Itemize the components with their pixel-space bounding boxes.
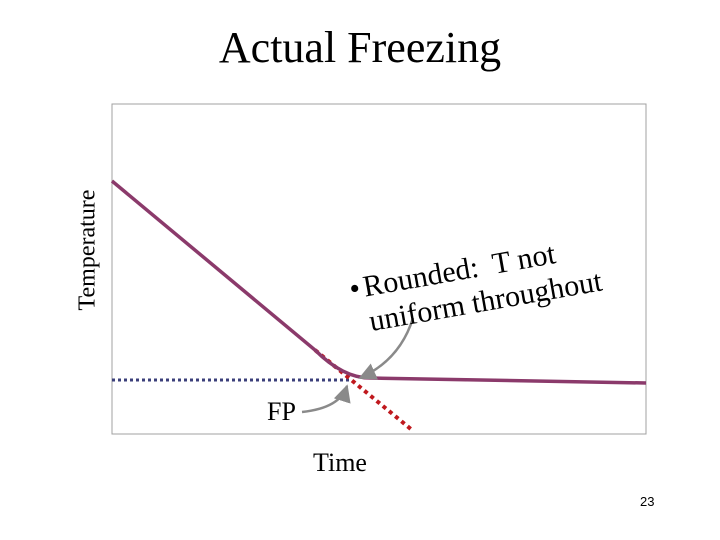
ideal-cooling-extension xyxy=(313,348,414,432)
freezing-point-label: FP xyxy=(267,397,296,426)
x-axis-label: Time xyxy=(313,448,367,477)
annotation-bullet: • xyxy=(347,272,363,306)
annotation-text: • Rounded: T not uniform throughout xyxy=(347,237,605,338)
plot-frame xyxy=(111,103,647,435)
slide-title: Actual Freezing xyxy=(218,23,502,72)
annotation-arrow xyxy=(358,317,415,380)
page-number: 23 xyxy=(640,494,655,509)
fp-arrow xyxy=(301,384,351,414)
y-axis-label: Temperature xyxy=(74,189,101,311)
